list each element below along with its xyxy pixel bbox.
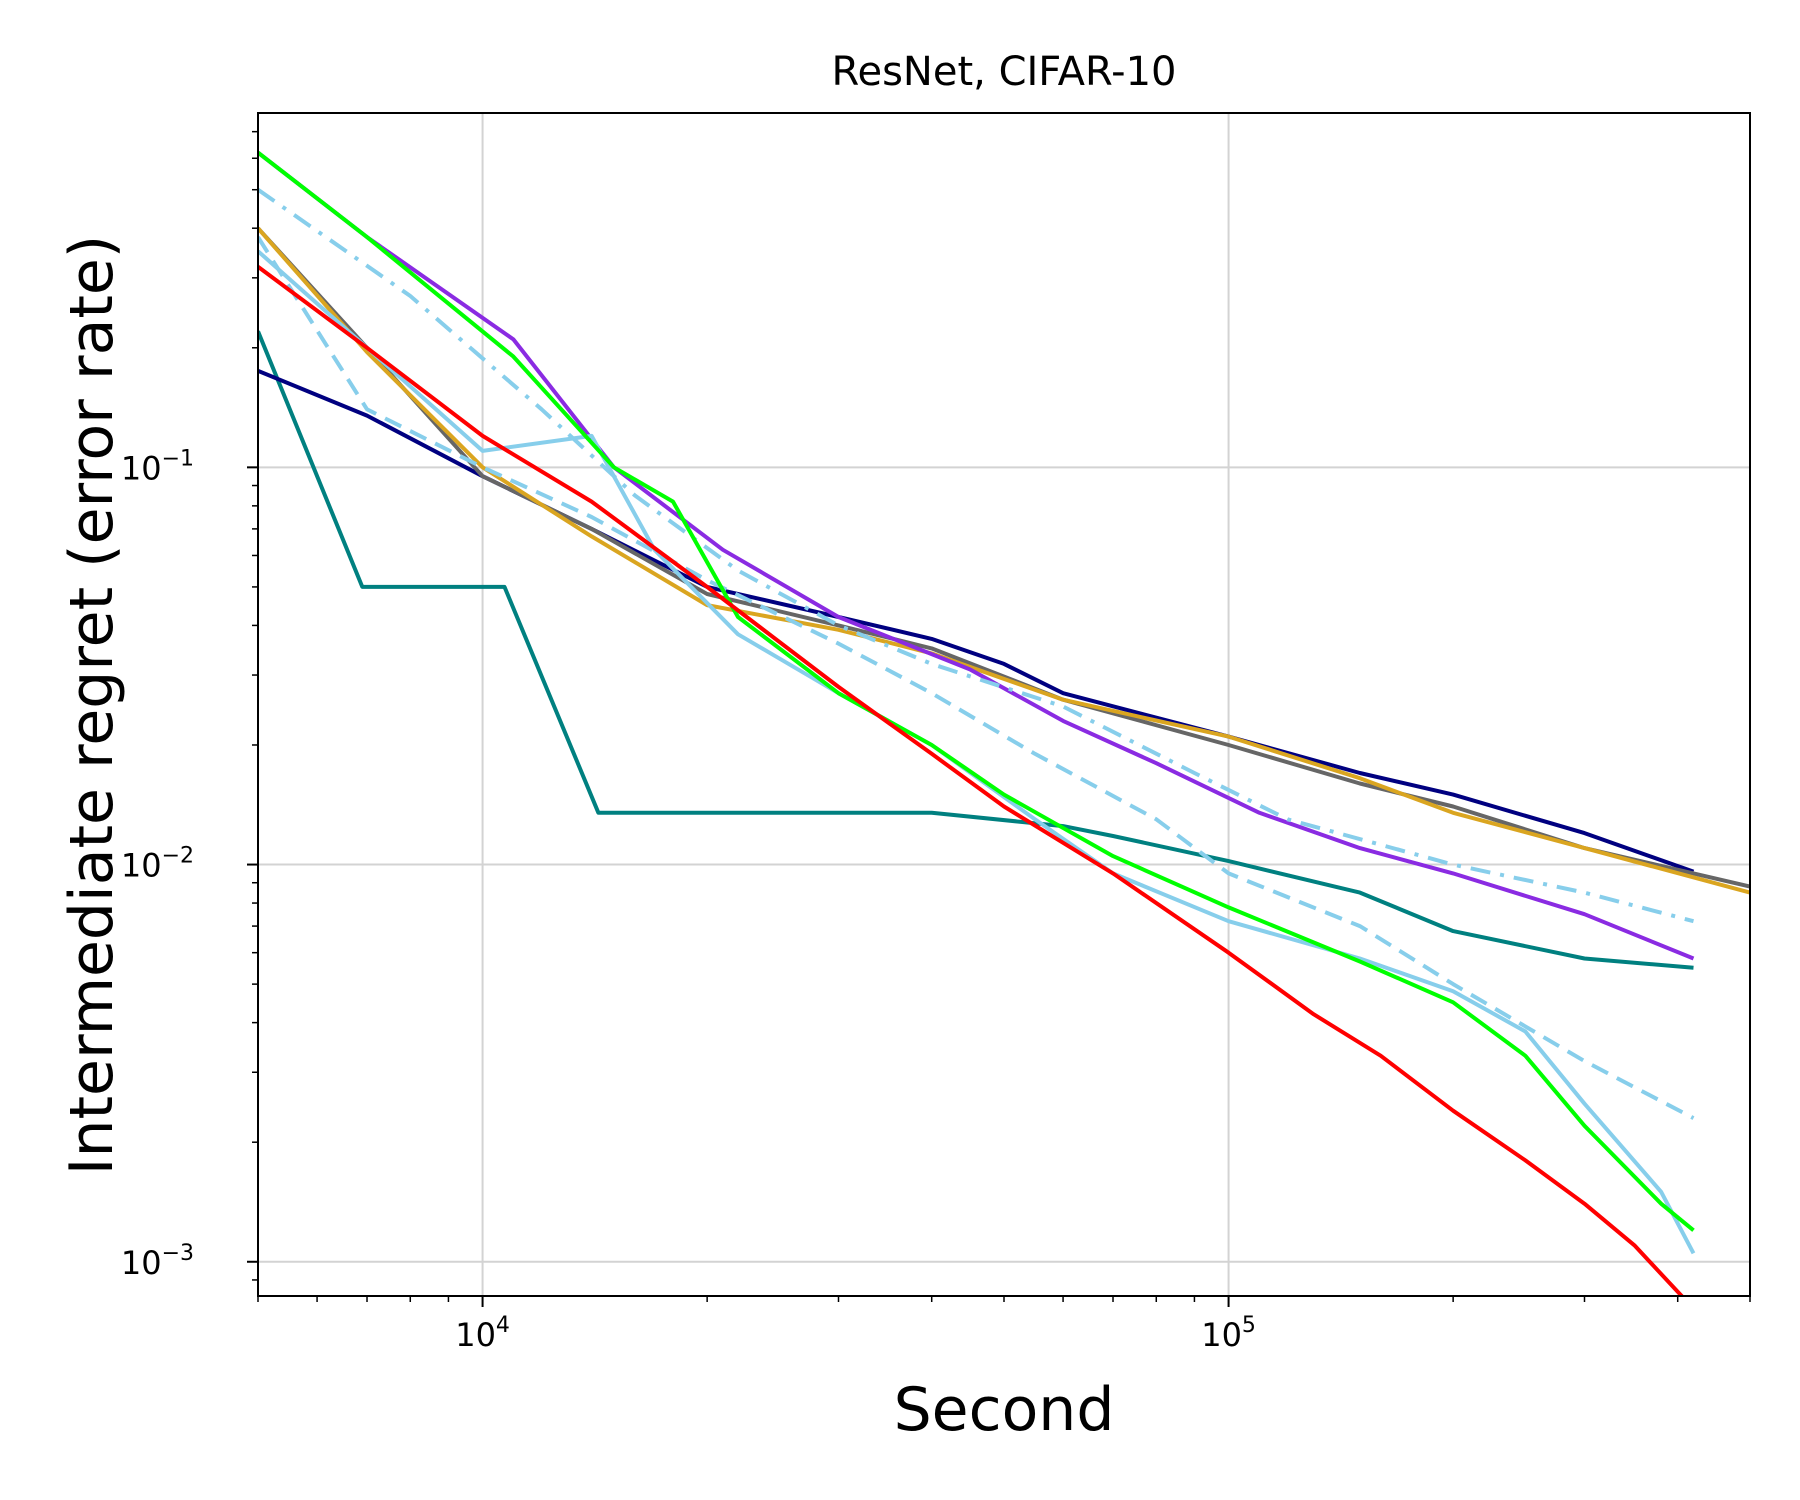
y-tick-exponent: −3 [162, 1241, 194, 1266]
x-axis-label: Second [894, 1375, 1115, 1445]
grid [258, 113, 1750, 1296]
x-tick-base: 10 [1201, 1316, 1242, 1354]
x-tick-exponent: 5 [1242, 1313, 1256, 1338]
series-line-skyblue-dashdot [258, 188, 1695, 924]
y-tick-label: 10−3 [121, 1241, 194, 1282]
series-line-red [258, 265, 1685, 1296]
y-axis-label: Intermediate regret (error rate) [57, 235, 127, 1175]
y-tick-label: 10−1 [121, 446, 194, 487]
series-line-skyblue-solid [258, 249, 1696, 1255]
series-line-green [258, 151, 1695, 1232]
series-line-purple [258, 151, 1695, 961]
series-line-gray [258, 226, 1750, 889]
series-line-skyblue-dashed [258, 236, 1695, 1120]
x-tick-label: 104 [455, 1313, 510, 1354]
x-tick-exponent: 4 [496, 1313, 510, 1338]
x-tick-base: 10 [455, 1316, 496, 1354]
y-tick-base: 10 [121, 847, 162, 885]
plot-area [258, 151, 1750, 1296]
y-tick-exponent: −2 [162, 844, 194, 869]
y-tick-exponent: −1 [162, 446, 194, 471]
chart-title: ResNet, CIFAR-10 [831, 49, 1176, 95]
x-tick-label: 105 [1201, 1313, 1256, 1354]
series-line-teal [258, 330, 1694, 970]
y-tick-base: 10 [121, 449, 162, 487]
y-tick-base: 10 [121, 1244, 162, 1282]
y-tick-label: 10−2 [121, 844, 194, 885]
series-line-navy [258, 368, 1695, 874]
